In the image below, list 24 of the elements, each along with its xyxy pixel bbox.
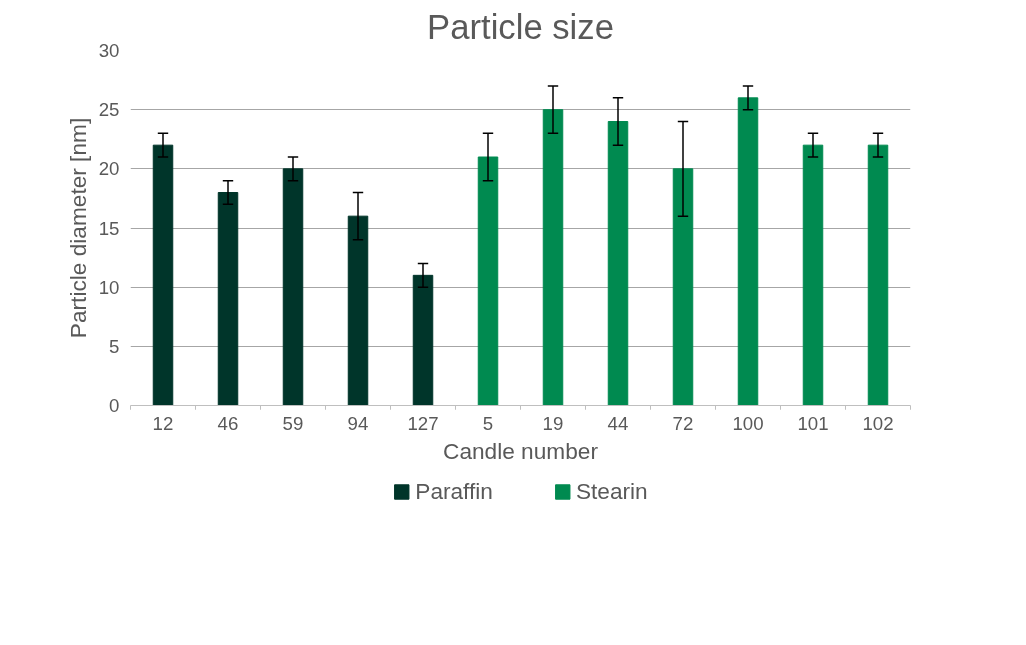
x-tick-label: 5: [482, 412, 494, 434]
chart-title: Particle size: [427, 7, 614, 46]
legend-label: Paraffin: [415, 477, 493, 505]
x-tick-label: 72: [672, 412, 694, 434]
y-tick-label: 10: [98, 276, 120, 298]
x-tick-label: 12: [152, 412, 174, 434]
y-tick-label: 20: [98, 158, 120, 180]
y-axis-title: Particle diameter [nm]: [64, 117, 91, 339]
x-tick-label: 94: [347, 412, 369, 434]
x-tick-label: 44: [607, 412, 629, 434]
x-tick-label: 127: [407, 412, 439, 434]
y-tick-label: 0: [109, 395, 120, 416]
y-tick-label: 25: [98, 99, 120, 121]
y-tick-label: 15: [98, 217, 120, 239]
x-tick-label: 102: [862, 412, 894, 434]
y-tick-label: 5: [109, 335, 120, 357]
x-tick-label: 46: [217, 412, 239, 434]
x-tick-label: 59: [282, 412, 304, 434]
x-tick-label: 101: [797, 412, 829, 434]
x-tick-label: 100: [732, 412, 764, 434]
x-axis-title: Candle number: [443, 437, 599, 464]
legend-label: Stearin: [575, 477, 648, 505]
y-tick-label: 30: [98, 40, 120, 61]
x-tick-label: 19: [542, 412, 564, 434]
